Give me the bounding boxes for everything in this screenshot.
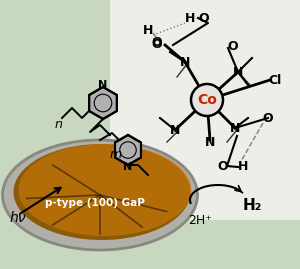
Text: O: O xyxy=(152,37,162,49)
Text: H₂: H₂ xyxy=(242,197,262,213)
Text: hν: hν xyxy=(10,211,26,225)
Polygon shape xyxy=(110,0,300,220)
Text: N: N xyxy=(98,80,108,90)
Ellipse shape xyxy=(19,144,191,236)
Text: 2H⁺: 2H⁺ xyxy=(188,214,212,226)
Ellipse shape xyxy=(2,140,197,250)
Text: H: H xyxy=(238,160,248,172)
Text: H: H xyxy=(143,23,153,37)
Ellipse shape xyxy=(14,144,190,240)
Text: m: m xyxy=(110,148,122,161)
Text: N: N xyxy=(230,122,240,134)
Text: N: N xyxy=(233,65,243,79)
Text: N: N xyxy=(123,162,133,172)
Text: O: O xyxy=(228,40,238,52)
Circle shape xyxy=(191,84,223,116)
Text: N: N xyxy=(180,55,190,69)
Text: O: O xyxy=(263,111,273,125)
Polygon shape xyxy=(89,87,117,119)
Text: N: N xyxy=(205,136,215,148)
Text: O: O xyxy=(152,38,162,51)
Text: O: O xyxy=(218,160,228,172)
Text: Co: Co xyxy=(197,93,217,107)
Text: Cl: Cl xyxy=(268,73,282,87)
Text: O: O xyxy=(199,12,209,24)
Text: p-type (100) GaP: p-type (100) GaP xyxy=(45,198,145,208)
Polygon shape xyxy=(115,135,141,165)
Text: N: N xyxy=(170,123,180,136)
Text: H: H xyxy=(185,12,195,24)
Text: n: n xyxy=(55,118,63,131)
